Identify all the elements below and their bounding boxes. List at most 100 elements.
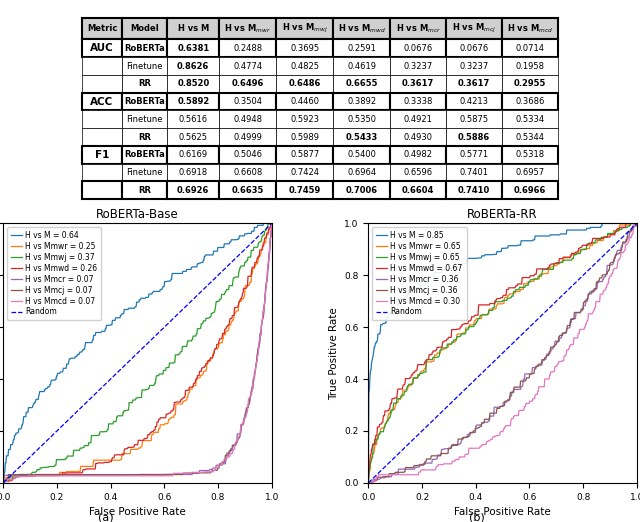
Line: H vs Mmcd = 0.07: H vs Mmcd = 0.07	[3, 223, 271, 483]
H vs Mmwr = 0.65	[633, 220, 640, 227]
Line: H vs Mmwr = 0.65: H vs Mmwr = 0.65	[369, 223, 637, 483]
H vs Mmwj = 0.65	[584, 241, 592, 247]
H vs Mmwr = 0.65	[627, 220, 635, 227]
H vs Mmcj = 0.07	[0, 480, 7, 486]
Text: (a): (a)	[98, 513, 113, 522]
H vs Mmcj = 0.36	[584, 291, 592, 298]
H vs M = 0.85	[627, 220, 635, 227]
H vs Mmcj = 0.36	[633, 220, 640, 227]
H vs Mmcr = 0.07	[127, 472, 134, 478]
H vs Mmwd = 0.67	[633, 220, 640, 227]
H vs Mmcd = 0.07	[0, 480, 7, 486]
H vs Mmwj = 0.37	[268, 220, 275, 227]
H vs Mmcd = 0.30	[509, 413, 517, 420]
H vs Mmwd = 0.26	[127, 444, 134, 450]
H vs Mmwd = 0.67	[365, 480, 372, 486]
H vs Mmwr = 0.25	[127, 446, 134, 453]
H vs Mmwr = 0.25	[145, 437, 152, 444]
H vs Mmwj = 0.65	[365, 480, 372, 486]
H vs Mmcj = 0.36	[509, 389, 517, 396]
H vs Mmwd = 0.67	[627, 220, 635, 227]
H vs Mmwj = 0.65	[627, 220, 635, 227]
H vs M = 0.85	[493, 248, 501, 255]
H vs M = 0.64	[220, 244, 227, 251]
H vs Mmcj = 0.36	[492, 410, 500, 416]
H vs Mmcd = 0.30	[524, 400, 532, 407]
Line: H vs Mmcj = 0.36: H vs Mmcj = 0.36	[369, 223, 637, 483]
H vs Mmcr = 0.36	[631, 220, 639, 227]
H vs Mmwd = 0.26	[261, 235, 269, 241]
H vs Mmcj = 0.07	[145, 471, 152, 478]
H vs Mmwd = 0.26	[129, 444, 136, 450]
Title: RoBERTa-RR: RoBERTa-RR	[467, 208, 538, 221]
H vs Mmwd = 0.67	[492, 297, 500, 303]
H vs M = 0.64	[0, 480, 7, 486]
H vs Mmwj = 0.65	[524, 282, 532, 289]
Line: H vs M = 0.85: H vs M = 0.85	[369, 223, 637, 483]
H vs Mmcr = 0.07	[0, 480, 7, 486]
H vs Mmcj = 0.36	[493, 405, 501, 411]
H vs Mmcd = 0.07	[268, 220, 275, 227]
Line: H vs M = 0.64: H vs M = 0.64	[3, 223, 271, 483]
H vs Mmwj = 0.65	[633, 220, 640, 227]
H vs Mmwd = 0.26	[145, 432, 152, 438]
H vs Mmwr = 0.25	[159, 422, 167, 428]
Line: H vs Mmwj = 0.65: H vs Mmwj = 0.65	[369, 223, 637, 483]
H vs Mmwr = 0.65	[524, 279, 532, 285]
H vs Mmwd = 0.67	[584, 241, 592, 247]
H vs Mmwr = 0.65	[492, 306, 500, 312]
H vs Mmwr = 0.25	[268, 220, 275, 227]
X-axis label: False Positive Rate: False Positive Rate	[454, 507, 551, 517]
H vs Mmcd = 0.07	[127, 473, 134, 479]
H vs Mmwj = 0.37	[159, 371, 167, 377]
H vs Mmcr = 0.36	[584, 291, 592, 297]
H vs Mmwr = 0.65	[584, 245, 592, 252]
H vs Mmwj = 0.65	[509, 288, 517, 294]
H vs Mmcj = 0.07	[261, 291, 269, 297]
H vs M = 0.64	[145, 293, 152, 300]
H vs Mmcj = 0.07	[220, 460, 227, 466]
H vs Mmcd = 0.30	[365, 480, 372, 486]
H vs M = 0.85	[365, 480, 372, 486]
H vs Mmcj = 0.36	[627, 229, 634, 235]
Line: H vs Mmcr = 0.07: H vs Mmcr = 0.07	[3, 223, 271, 483]
H vs M = 0.64	[159, 283, 167, 290]
H vs Mmwj = 0.37	[129, 399, 136, 406]
H vs Mmwj = 0.65	[627, 222, 634, 229]
Line: H vs Mmcd = 0.30: H vs Mmcd = 0.30	[369, 223, 637, 483]
H vs Mmcr = 0.36	[492, 404, 500, 410]
H vs Mmcd = 0.30	[493, 432, 501, 438]
H vs Mmcd = 0.30	[584, 311, 592, 317]
Line: H vs Mmwd = 0.26: H vs Mmwd = 0.26	[3, 223, 271, 483]
Y-axis label: True Positive Rate: True Positive Rate	[329, 307, 339, 399]
H vs Mmcj = 0.07	[129, 471, 136, 478]
Legend: H vs M = 0.85, H vs Mmwr = 0.65, H vs Mmwj = 0.65, H vs Mmwd = 0.67, H vs Mmcr =: H vs M = 0.85, H vs Mmwr = 0.65, H vs Mm…	[372, 227, 467, 321]
H vs Mmcr = 0.07	[268, 220, 275, 227]
H vs Mmcr = 0.07	[129, 472, 136, 478]
H vs Mmwr = 0.65	[627, 220, 634, 227]
H vs Mmwr = 0.25	[261, 240, 269, 246]
H vs Mmcd = 0.07	[145, 473, 152, 479]
H vs Mmcr = 0.36	[633, 220, 640, 227]
Line: H vs Mmcj = 0.07: H vs Mmcj = 0.07	[3, 223, 271, 483]
H vs M = 0.64	[129, 305, 136, 312]
H vs Mmwd = 0.67	[493, 295, 501, 302]
H vs Mmcd = 0.30	[633, 220, 640, 227]
H vs Mmwd = 0.26	[159, 414, 167, 421]
H vs Mmwj = 0.37	[220, 291, 227, 298]
H vs Mmcd = 0.30	[627, 234, 634, 241]
H vs Mmcj = 0.36	[524, 375, 532, 381]
H vs Mmwd = 0.67	[622, 220, 630, 227]
H vs M = 0.85	[598, 220, 606, 227]
H vs M = 0.85	[633, 220, 640, 227]
H vs Mmwj = 0.37	[261, 227, 269, 233]
H vs Mmcd = 0.07	[129, 473, 136, 479]
H vs Mmcr = 0.36	[509, 386, 517, 393]
H vs Mmcd = 0.07	[261, 292, 269, 299]
Text: (b): (b)	[469, 513, 484, 522]
H vs Mmwd = 0.67	[509, 284, 517, 291]
H vs Mmwr = 0.25	[129, 446, 136, 453]
H vs M = 0.85	[509, 243, 517, 249]
H vs Mmcd = 0.07	[220, 459, 227, 465]
H vs Mmwj = 0.37	[145, 385, 152, 392]
